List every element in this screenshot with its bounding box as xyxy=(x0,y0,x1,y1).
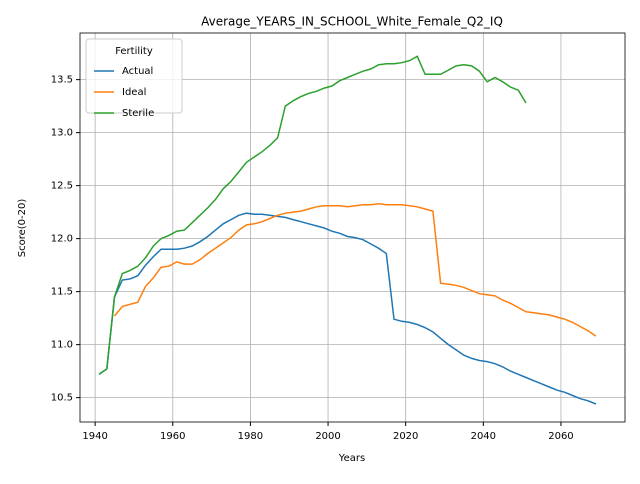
y-tick-label: 13.0 xyxy=(51,128,73,139)
plot-frame xyxy=(79,32,626,423)
x-tick-label: 2020 xyxy=(393,431,418,442)
x-tick-label: 1960 xyxy=(160,431,185,442)
y-axis-label: Score(0-20) xyxy=(17,199,28,258)
legend-label: Actual xyxy=(122,66,153,77)
legend: Fertility Actual Ideal Sterile xyxy=(85,38,183,119)
y-tick-label: 11.0 xyxy=(51,340,73,351)
legend-title: Fertility xyxy=(115,46,153,57)
line-series xyxy=(113,202,597,337)
line-series xyxy=(98,55,527,375)
legend-box xyxy=(85,38,183,114)
legend-label: Sterile xyxy=(122,108,154,119)
y-tick-label: 12.0 xyxy=(51,234,73,245)
x-tick-label: 2000 xyxy=(315,431,340,442)
x-tick-label: 2040 xyxy=(471,431,496,442)
line-series xyxy=(98,212,597,405)
chart-title: Average_YEARS_IN_SCHOOL_White_Female_Q2_… xyxy=(201,15,503,29)
y-tick-label: 10.5 xyxy=(51,393,73,404)
y-tick-label: 11.5 xyxy=(51,287,73,298)
x-tick-label: 1980 xyxy=(238,431,263,442)
x-tick-label: 1940 xyxy=(82,431,107,442)
x-tick-label: 2060 xyxy=(548,431,573,442)
x-axis-label: Years xyxy=(338,453,365,464)
legend-label: Ideal xyxy=(122,87,146,98)
y-tick-label: 12.5 xyxy=(51,181,73,192)
y-tick-label: 13.5 xyxy=(51,75,73,86)
